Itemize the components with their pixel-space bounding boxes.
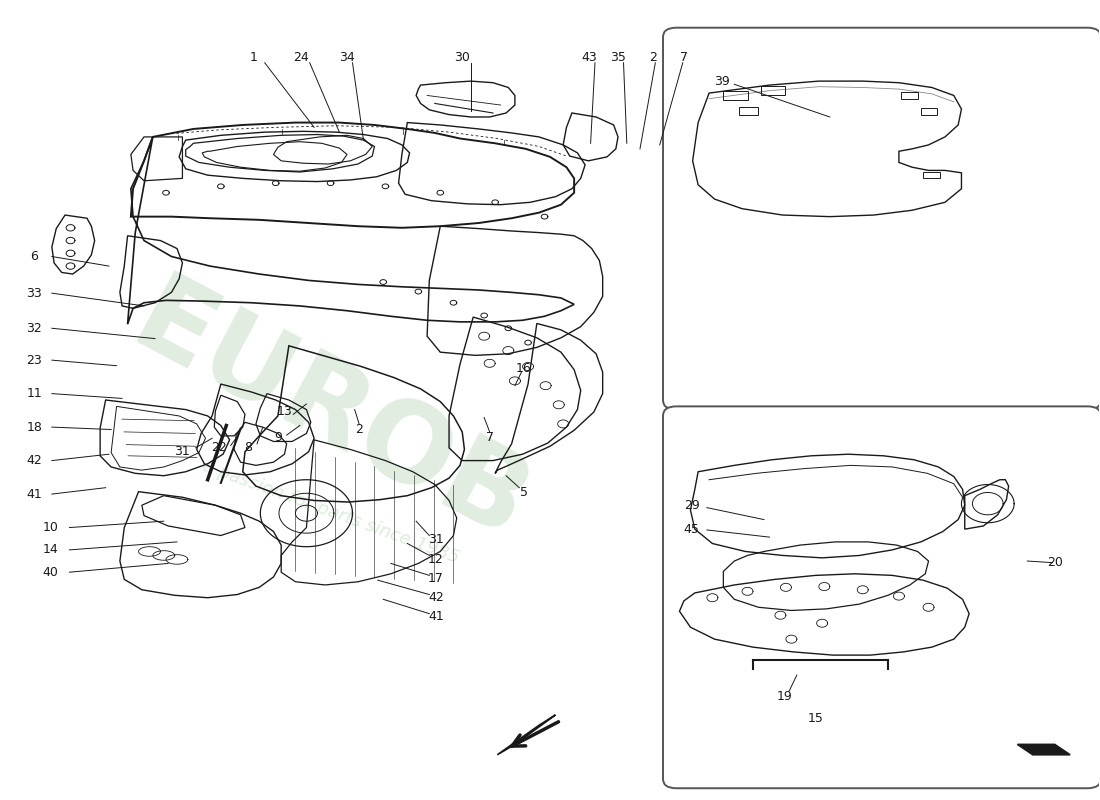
Text: 19: 19: [777, 690, 793, 703]
Text: 35: 35: [610, 50, 626, 64]
Text: 17: 17: [428, 572, 443, 585]
Text: 9: 9: [274, 431, 282, 444]
Text: 32: 32: [26, 322, 42, 334]
Text: since 1985: since 1985: [837, 253, 921, 293]
Text: 41: 41: [428, 610, 443, 623]
Text: 29: 29: [684, 498, 700, 512]
Bar: [739, 106, 759, 114]
Text: 18: 18: [26, 421, 42, 434]
Text: 12: 12: [428, 553, 443, 566]
Text: 14: 14: [43, 543, 58, 556]
Polygon shape: [1018, 744, 1070, 754]
Text: 2: 2: [355, 423, 363, 436]
Text: 45: 45: [683, 522, 700, 536]
Bar: [901, 92, 917, 98]
FancyBboxPatch shape: [663, 28, 1100, 410]
Text: 33: 33: [26, 286, 42, 300]
Text: 39: 39: [714, 74, 730, 88]
Text: 15: 15: [807, 712, 824, 726]
Text: 2: 2: [649, 50, 657, 64]
Text: 40: 40: [43, 566, 58, 578]
Text: 42: 42: [428, 591, 443, 604]
Text: 16: 16: [516, 362, 531, 374]
Text: EUROB: EUROB: [116, 267, 546, 565]
Text: 31: 31: [175, 445, 190, 458]
Text: 23: 23: [26, 354, 42, 366]
Bar: [923, 172, 939, 178]
Polygon shape: [497, 715, 556, 754]
Text: EUROB: EUROB: [780, 160, 978, 277]
Text: 1: 1: [250, 50, 257, 64]
Text: 6: 6: [31, 250, 38, 263]
Text: 30: 30: [454, 50, 470, 64]
Text: 20: 20: [1047, 556, 1063, 569]
Text: 8: 8: [244, 442, 252, 454]
Text: 22: 22: [211, 442, 227, 454]
Text: 10: 10: [43, 521, 58, 534]
Text: 42: 42: [26, 454, 42, 467]
Text: 5: 5: [519, 486, 528, 499]
Text: 43: 43: [582, 50, 597, 64]
Text: a passion for parts since 1985: a passion for parts since 1985: [200, 457, 461, 566]
Bar: [921, 108, 937, 114]
Text: 41: 41: [26, 487, 42, 501]
Text: 7: 7: [486, 431, 494, 444]
Text: 7: 7: [680, 50, 688, 64]
Bar: [724, 90, 748, 100]
Text: 31: 31: [428, 533, 443, 546]
Bar: [761, 86, 784, 95]
Text: 24: 24: [293, 50, 309, 64]
Text: 11: 11: [26, 387, 42, 400]
FancyBboxPatch shape: [663, 406, 1100, 788]
Text: EUROB: EUROB: [780, 529, 978, 646]
Text: 34: 34: [339, 50, 355, 64]
Text: 13: 13: [276, 406, 293, 418]
